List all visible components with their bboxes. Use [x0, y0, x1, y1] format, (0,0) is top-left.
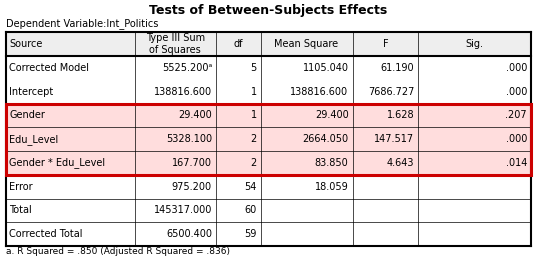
- Text: Corrected Total: Corrected Total: [9, 229, 83, 239]
- Text: Source: Source: [9, 39, 42, 49]
- Text: 6500.400: 6500.400: [166, 229, 212, 239]
- Text: 2: 2: [250, 134, 257, 144]
- Text: Tests of Between-Subjects Effects: Tests of Between-Subjects Effects: [149, 4, 388, 17]
- Text: 18.059: 18.059: [315, 182, 349, 192]
- Text: 1105.040: 1105.040: [302, 63, 349, 73]
- Text: .000: .000: [506, 63, 527, 73]
- Text: Edu_Level: Edu_Level: [9, 134, 58, 145]
- Text: Type III Sum
of Squares: Type III Sum of Squares: [146, 33, 205, 55]
- Text: F: F: [382, 39, 388, 49]
- Text: 147.517: 147.517: [374, 134, 414, 144]
- Text: 138816.600: 138816.600: [291, 87, 349, 97]
- Text: .000: .000: [506, 134, 527, 144]
- Bar: [6, 151, 531, 175]
- Text: 83.850: 83.850: [315, 158, 349, 168]
- Text: 2: 2: [250, 158, 257, 168]
- Text: 54: 54: [244, 182, 257, 192]
- Bar: [6, 127, 531, 151]
- Text: a. R Squared = .850 (Adjusted R Squared = .836): a. R Squared = .850 (Adjusted R Squared …: [6, 247, 230, 256]
- Text: 5328.100: 5328.100: [166, 134, 212, 144]
- Text: 61.190: 61.190: [381, 63, 414, 73]
- Text: Gender * Edu_Level: Gender * Edu_Level: [9, 157, 105, 168]
- Text: 145317.000: 145317.000: [154, 205, 212, 215]
- Text: 29.400: 29.400: [315, 110, 349, 120]
- Text: Mean Square: Mean Square: [274, 39, 339, 49]
- Text: Dependent Variable:Int_Politics: Dependent Variable:Int_Politics: [6, 18, 158, 29]
- Text: .000: .000: [506, 87, 527, 97]
- Text: 1: 1: [250, 110, 257, 120]
- Bar: [6, 32, 531, 56]
- Bar: [6, 222, 531, 246]
- Text: 59: 59: [244, 229, 257, 239]
- Bar: [6, 199, 531, 222]
- Bar: [6, 103, 531, 175]
- Text: 4.643: 4.643: [387, 158, 414, 168]
- Text: Intercept: Intercept: [9, 87, 53, 97]
- Text: 5: 5: [250, 63, 257, 73]
- Text: 7686.727: 7686.727: [368, 87, 414, 97]
- Text: 1: 1: [250, 87, 257, 97]
- Text: .014: .014: [506, 158, 527, 168]
- Bar: [6, 56, 531, 80]
- Text: 167.700: 167.700: [172, 158, 212, 168]
- Bar: [6, 80, 531, 103]
- Text: Corrected Model: Corrected Model: [9, 63, 89, 73]
- Text: Gender: Gender: [9, 110, 45, 120]
- Text: 5525.200ᵃ: 5525.200ᵃ: [162, 63, 212, 73]
- Text: Total: Total: [9, 205, 32, 215]
- Bar: [6, 175, 531, 199]
- Text: Sig.: Sig.: [466, 39, 483, 49]
- Text: 2664.050: 2664.050: [302, 134, 349, 144]
- Text: Error: Error: [9, 182, 33, 192]
- Text: 29.400: 29.400: [178, 110, 212, 120]
- Text: 975.200: 975.200: [172, 182, 212, 192]
- Text: df: df: [234, 39, 243, 49]
- Text: .207: .207: [505, 110, 527, 120]
- Text: 60: 60: [244, 205, 257, 215]
- Text: 138816.600: 138816.600: [154, 87, 212, 97]
- Text: 1.628: 1.628: [387, 110, 414, 120]
- Bar: [6, 103, 531, 127]
